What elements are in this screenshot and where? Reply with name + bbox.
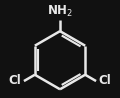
Text: Cl: Cl: [99, 74, 111, 87]
Text: NH$_2$: NH$_2$: [47, 4, 73, 19]
Text: Cl: Cl: [9, 74, 21, 87]
